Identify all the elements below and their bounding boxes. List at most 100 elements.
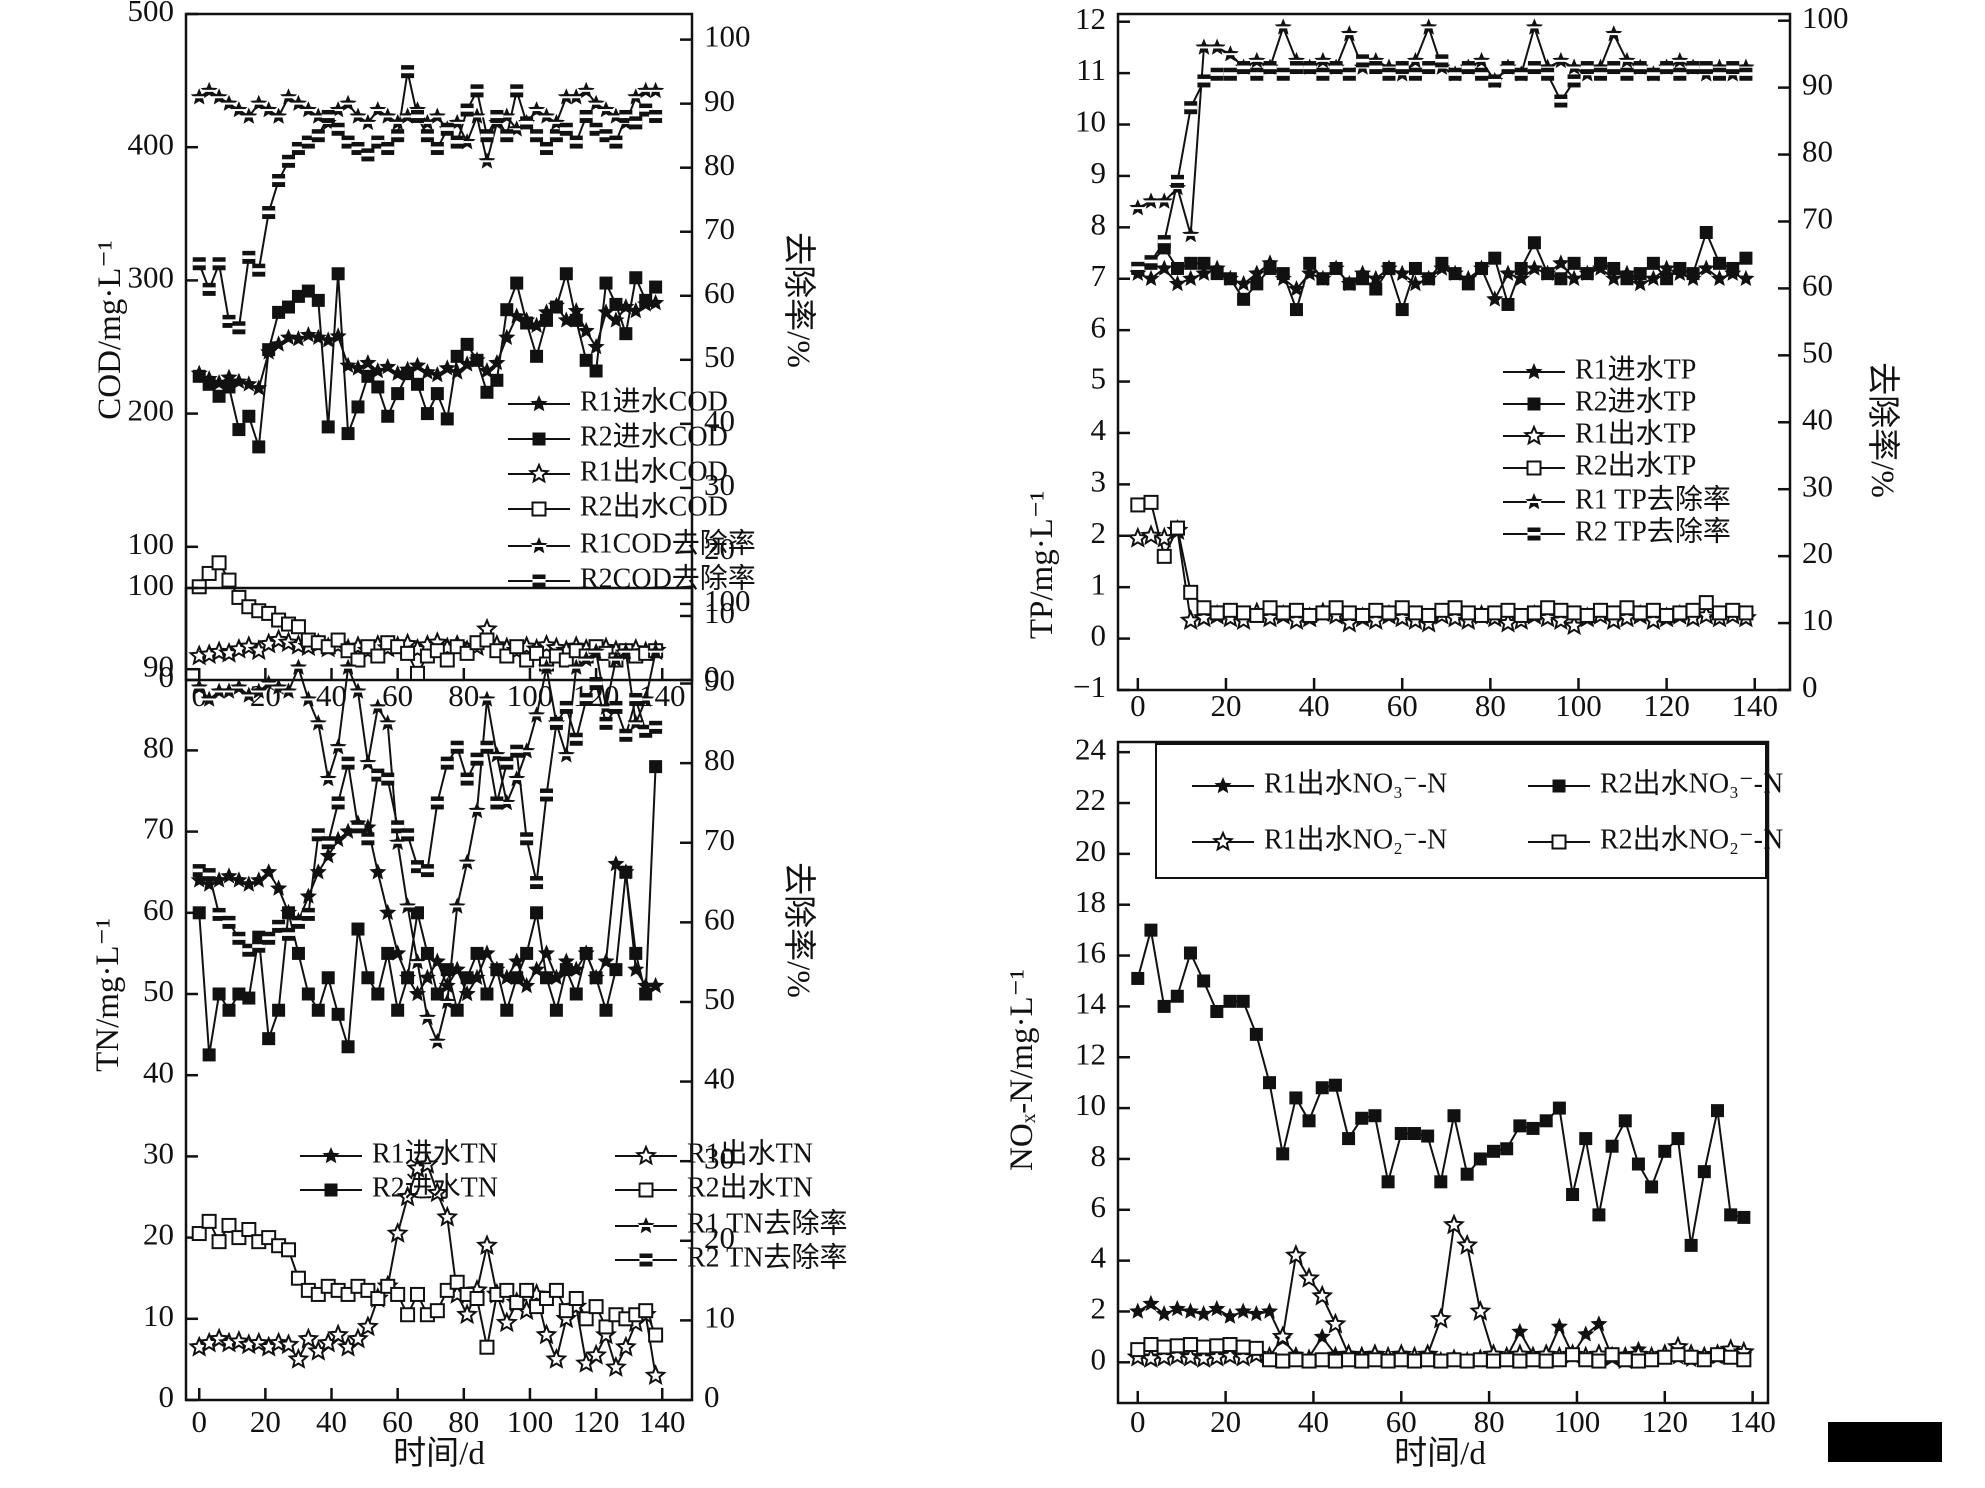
y-right-tick-label: 20 — [1802, 535, 1833, 570]
y-right-tick-label: 10 — [704, 1300, 735, 1335]
x-tick-label: 40 — [316, 1404, 347, 1439]
y-left-tick-label: 10 — [1075, 104, 1106, 139]
series-markers-tp-5 — [1131, 54, 1753, 275]
y-left-tick-label: −1 — [1073, 669, 1106, 704]
y-left-tick-label: 0 — [159, 1379, 175, 1414]
y-left-tick-label: 100 — [128, 526, 175, 561]
legend-label: R1COD去除率 — [580, 527, 756, 559]
y-left-tick-label: 70 — [143, 811, 174, 846]
x-tick-label: 0 — [191, 1404, 207, 1439]
x-tick-label: 80 — [1475, 688, 1506, 723]
y-left-tick-label: 300 — [128, 260, 175, 295]
y-left-axis-title: NOₓ-N/mg·L⁻¹ — [1004, 969, 1040, 1171]
y-left-tick-label: 200 — [128, 393, 175, 428]
x-tick-label: 80 — [448, 678, 479, 713]
x-tick-label: 40 — [316, 678, 347, 713]
y-left-tick-label: 0 — [159, 659, 175, 694]
axis-box-nox — [1116, 740, 1770, 1405]
y-left-tick-label: 6 — [1091, 309, 1107, 344]
y-left-tick-label: 30 — [143, 1136, 174, 1171]
legend-label: R1进水TN — [372, 1137, 498, 1169]
y-left-tick-label: 3 — [1091, 463, 1107, 498]
y-right-tick-label: 20 — [704, 531, 735, 566]
x-tick-label: 100 — [507, 1404, 554, 1439]
x-tick-label: 20 — [250, 1404, 281, 1439]
y-right-tick-label: 10 — [1802, 602, 1833, 637]
legend-label: R2进水COD — [580, 420, 728, 452]
y-right-tick-label: 40 — [704, 1061, 735, 1096]
y-left-tick-label: 9 — [1091, 155, 1107, 190]
x-tick-label: 100 — [1554, 1404, 1601, 1439]
x-tick-label: 120 — [1643, 688, 1690, 723]
y-left-tick-label: 1 — [1091, 566, 1107, 601]
y-left-tick-label: 16 — [1075, 935, 1106, 970]
legend-label: R1出水NO₂⁻-N — [1264, 823, 1447, 855]
y-right-tick-label: 30 — [704, 467, 735, 502]
y-left-tick-label: 0 — [1091, 618, 1107, 653]
x-tick-label: 40 — [1299, 688, 1330, 723]
y-left-tick-label: 50 — [143, 973, 174, 1008]
series-line-nox-1 — [1136, 929, 1744, 1246]
y-left-tick-label: 11 — [1076, 52, 1106, 87]
x-tick-label: 140 — [1731, 688, 1778, 723]
x-tick-label: 100 — [1555, 688, 1602, 723]
y-left-tick-label: 20 — [143, 1217, 174, 1252]
y-left-tick-label: 8 — [1091, 206, 1107, 241]
y-right-tick-label: 40 — [1802, 401, 1833, 436]
legend-label: R2 TP去除率 — [1575, 515, 1731, 547]
legend-label: R2出水TP — [1575, 449, 1696, 481]
panel-tn: 0 20 40 60 80 100 120 1400102030405060708090100… — [90, 567, 848, 1472]
x-tick-label: 60 — [382, 678, 413, 713]
y-right-tick-label: 70 — [1802, 201, 1833, 236]
y-left-tick-label: 20 — [1075, 833, 1106, 868]
y-left-axis-title: COD/mg·L⁻¹ — [92, 240, 128, 419]
legend-box-nox — [1155, 743, 1767, 879]
legend-label: R2出水NO₂⁻-N — [1600, 823, 1783, 855]
y-right-tick-label: 0 — [704, 659, 720, 694]
y-right-tick-label: 0 — [704, 1379, 720, 1414]
y-left-tick-label: 40 — [143, 1054, 174, 1089]
y-right-axis-title: 去除率/% — [1864, 362, 1901, 498]
series-markers-nox-3 — [1130, 1337, 1752, 1369]
legend-label: R1 TP去除率 — [1575, 483, 1731, 515]
y-left-tick-label: 5 — [1091, 361, 1107, 396]
y-right-tick-label: 50 — [1802, 334, 1833, 369]
x-axis-title: 时间/d — [1394, 1436, 1486, 1472]
legend-label: R1出水NO₃⁻-N — [1264, 767, 1447, 799]
y-left-axis-title: TP/mg·L⁻¹ — [1024, 491, 1060, 639]
y-right-tick-label: 60 — [704, 901, 735, 936]
y-left-tick-label: 60 — [143, 892, 174, 927]
x-tick-label: 20 — [1210, 688, 1241, 723]
x-tick-label: 40 — [1298, 1404, 1329, 1439]
y-left-tick-label: 18 — [1075, 884, 1106, 919]
y-right-tick-label: 50 — [704, 981, 735, 1016]
y-left-axis-title: TN/mg·L⁻¹ — [90, 918, 126, 1072]
x-tick-label: 140 — [639, 1404, 686, 1439]
y-left-tick-label: 12 — [1075, 1, 1106, 36]
y-left-tick-label: 10 — [1075, 1087, 1106, 1122]
x-tick-label: 60 — [382, 1404, 413, 1439]
y-right-tick-label: 80 — [704, 742, 735, 777]
y-right-tick-label: 70 — [704, 211, 735, 246]
x-tick-label: 100 — [507, 678, 554, 713]
series-markers-tp-3 — [1130, 494, 1754, 623]
x-tick-label: 140 — [1729, 1404, 1776, 1439]
x-tick-label: 60 — [1386, 1404, 1417, 1439]
x-tick-label: 80 — [1474, 1404, 1505, 1439]
legend-nox: R1出水NO₃⁻-N R2出水NO₃⁻-N R1出水NO₂⁻-N R2出水NO₂⁻-N — [1155, 743, 1783, 879]
x-tick-label: 0 — [1130, 1404, 1146, 1439]
y-left-tick-label: 400 — [128, 126, 175, 161]
y-right-axis-title: 去除率/% — [780, 862, 817, 998]
series-markers-tn-3 — [191, 1213, 664, 1355]
y-right-tick-label: 80 — [704, 147, 735, 182]
x-tick-label: 120 — [573, 1404, 620, 1439]
series-markers-cod-1 — [192, 267, 663, 454]
legend-label: R1出水COD — [580, 455, 728, 487]
y-left-tick-label: 10 — [143, 1298, 174, 1333]
y-left-tick-label: 90 — [143, 648, 174, 683]
y-left-tick-label: 8 — [1091, 1138, 1107, 1173]
